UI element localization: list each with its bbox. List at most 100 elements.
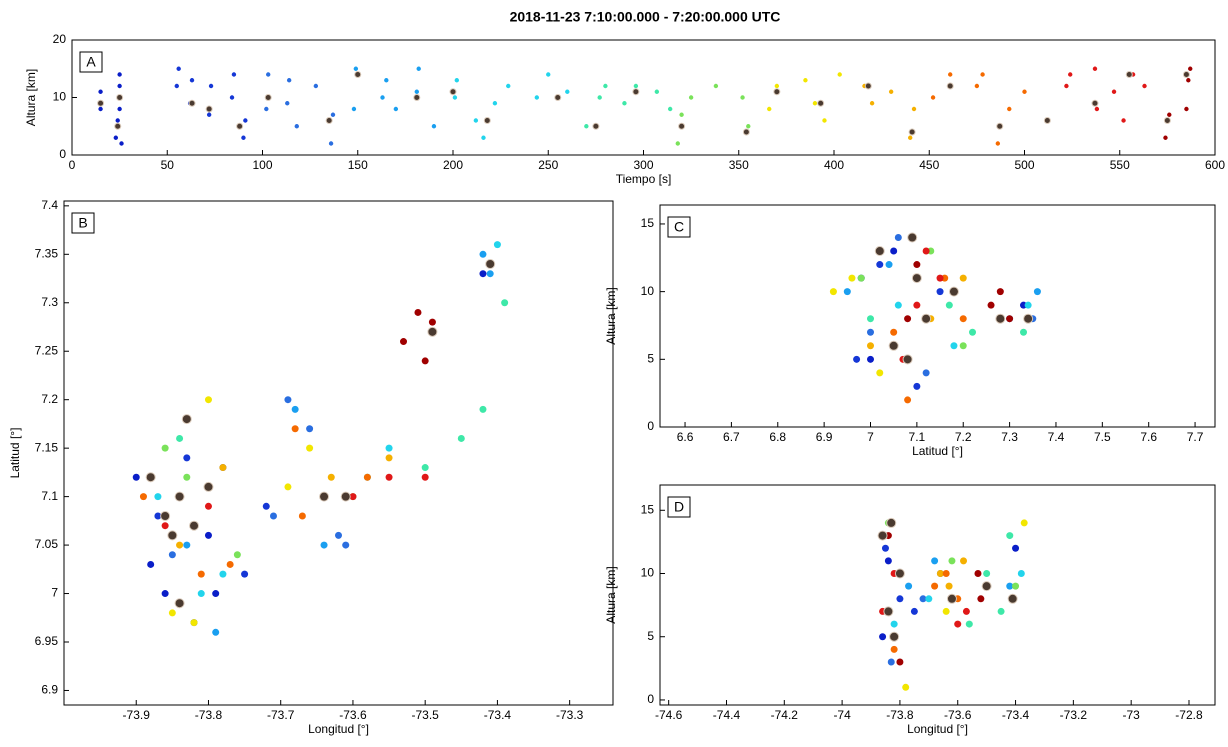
scatter-point [385, 444, 393, 452]
y-tick-label: 10 [641, 566, 655, 580]
x-tick-label: 600 [1205, 158, 1225, 172]
scatter-point [264, 106, 269, 112]
scatter-point [812, 101, 818, 106]
scatter-point [421, 473, 429, 481]
plot-area [829, 232, 1041, 404]
centroid-point [340, 491, 351, 502]
x-tick-label: -73.6 [339, 708, 367, 722]
panel-label: D [674, 499, 684, 515]
x-axis-label: Latitud [°] [912, 444, 963, 458]
scatter-point [219, 570, 227, 578]
scatter-point [243, 118, 248, 123]
figure-title: 2018-11-23 7:10:00.000 - 7:20:00.000 UTC [510, 9, 781, 25]
scatter-point [922, 369, 930, 377]
centroid-point [205, 105, 213, 113]
centroid-point [1091, 99, 1099, 107]
scatter-point [335, 531, 342, 539]
scatter-point [168, 551, 176, 559]
scatter-point [479, 405, 487, 413]
x-tick-label: 50 [161, 158, 175, 172]
centroid-point [889, 631, 900, 642]
scatter-point [546, 72, 551, 77]
scatter-point [930, 95, 936, 100]
scatter-point [204, 502, 212, 510]
x-tick-label: -73.4 [484, 708, 512, 722]
scatter-point [226, 560, 234, 568]
x-tick-label: 7.1 [909, 430, 926, 444]
scatter-point [965, 620, 973, 628]
scatter-point [987, 301, 995, 309]
scatter-point [229, 95, 235, 100]
scatter-point [919, 595, 927, 603]
scatter-point [911, 106, 917, 112]
centroid-point [946, 82, 954, 90]
scatter-point [298, 512, 306, 520]
scatter-point [837, 72, 842, 77]
scatter-point [803, 78, 808, 83]
x-tick-label: -74.2 [771, 708, 799, 722]
y-tick-label: 0 [59, 147, 66, 161]
scatter-point [622, 101, 627, 106]
scatter-point [534, 95, 540, 100]
scatter-point [176, 66, 181, 71]
x-tick-label: 300 [633, 158, 653, 172]
scatter-point [342, 541, 350, 549]
scatter-point [286, 78, 292, 83]
scatter-point [454, 78, 460, 83]
panel-label-box [79, 51, 103, 73]
centroid-point [886, 517, 897, 528]
centroid-point [1163, 117, 1171, 124]
scatter-point [161, 444, 169, 452]
scatter-point [183, 473, 191, 481]
centroid-point [167, 530, 178, 541]
scatter-point [936, 288, 944, 296]
centroid-point [174, 598, 185, 609]
scatter-point [896, 658, 904, 666]
scatter-point [876, 261, 884, 269]
scatter-point [492, 101, 498, 106]
scatter-point [291, 405, 299, 413]
centroid-point [678, 122, 686, 130]
scatter-point [189, 78, 195, 83]
scatter-point [208, 83, 214, 89]
panel-label-box [667, 216, 691, 238]
x-tick-label: -73.7 [267, 708, 295, 722]
scatter-point [565, 89, 570, 94]
scatter-point [894, 233, 902, 241]
centroid-point [449, 88, 457, 96]
scatter-point [890, 247, 898, 255]
scatter-point [385, 454, 393, 462]
scatter-point [679, 112, 684, 117]
centroid-point [995, 313, 1006, 324]
scatter-point [231, 72, 237, 77]
x-axis-label: Longitud [°] [308, 722, 369, 736]
scatter-point [479, 250, 487, 258]
centroid-point [413, 94, 421, 101]
scatter-point [501, 299, 509, 307]
y-tick-label: 7 [51, 586, 58, 600]
y-tick-label: 0 [647, 692, 654, 706]
scatter-point [212, 590, 220, 598]
x-tick-label: 7.7 [1187, 430, 1204, 444]
y-tick-label: 6.9 [41, 683, 58, 697]
scatter-point [262, 502, 270, 510]
scatter-point [843, 288, 851, 296]
x-tick-label: -73.2 [1060, 708, 1088, 722]
scatter-point [936, 274, 944, 282]
scatter-point [774, 83, 780, 89]
scatter-point [421, 357, 429, 365]
scatter-point [1142, 83, 1147, 89]
scatter-point [147, 560, 155, 568]
scatter-point [349, 493, 357, 501]
scatter-point [936, 570, 944, 578]
x-tick-label: 400 [824, 158, 844, 172]
scatter-point [980, 72, 985, 77]
x-tick-label: 7 [867, 430, 874, 444]
scatter-point [974, 570, 982, 578]
scatter-point [363, 473, 371, 481]
scatter-point [457, 434, 465, 442]
scatter-point [421, 464, 429, 472]
scatter-point [119, 141, 124, 146]
scatter-point [393, 106, 399, 112]
panel-label-box [667, 496, 691, 518]
